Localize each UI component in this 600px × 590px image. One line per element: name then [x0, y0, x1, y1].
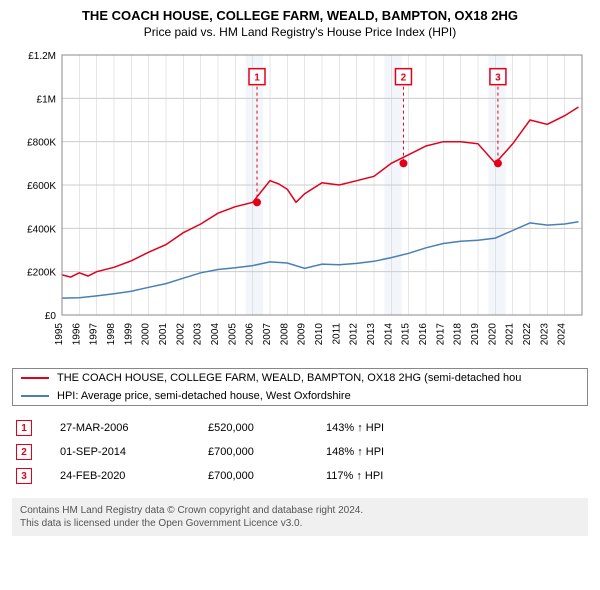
- sales-price: £700,000: [208, 470, 298, 482]
- legend-label: HPI: Average price, semi-detached house,…: [57, 390, 351, 402]
- marker-dot: [253, 198, 261, 206]
- y-axis-label: £600K: [27, 181, 56, 192]
- x-axis-label: 1995: [54, 323, 65, 346]
- sales-marker-badge: 3: [16, 468, 32, 484]
- legend-label: THE COACH HOUSE, COLLEGE FARM, WEALD, BA…: [57, 372, 521, 384]
- legend-swatch: [21, 377, 49, 379]
- x-axis-label: 2000: [141, 323, 152, 346]
- sales-marker-badge: 2: [16, 444, 32, 460]
- x-axis-label: 2018: [453, 323, 464, 346]
- x-axis-label: 2010: [314, 323, 325, 346]
- x-axis-label: 2003: [193, 323, 204, 346]
- footer-line2: This data is licensed under the Open Gov…: [20, 517, 580, 530]
- marker-number: 1: [254, 73, 260, 84]
- sales-price: £520,000: [208, 422, 298, 434]
- x-axis-label: 2007: [262, 323, 273, 346]
- x-axis-label: 2016: [418, 323, 429, 346]
- x-axis-label: 2009: [297, 323, 308, 346]
- marker-dot: [494, 159, 502, 167]
- legend: THE COACH HOUSE, COLLEGE FARM, WEALD, BA…: [12, 368, 588, 406]
- x-axis-label: 2001: [158, 323, 169, 346]
- sales-marker-badge: 1: [16, 420, 32, 436]
- x-axis-label: 2024: [557, 323, 568, 346]
- sales-date: 27-MAR-2006: [60, 422, 180, 434]
- y-axis-label: £1.2M: [28, 51, 56, 62]
- y-axis-label: £200K: [27, 268, 56, 279]
- x-axis-label: 1996: [71, 323, 82, 346]
- x-axis-label: 2017: [435, 323, 446, 346]
- sales-row: 1 27-MAR-2006 £520,000 143% ↑ HPI: [12, 416, 588, 440]
- x-axis-label: 2019: [470, 323, 481, 346]
- chart-svg: £0 £200K £400K £600K £800K £1M £1.2M 1995 1996 19…: [12, 45, 588, 355]
- sales-date: 01-SEP-2014: [60, 446, 180, 458]
- x-axis-label: 2023: [539, 323, 550, 346]
- chart-plot: £0 £200K £400K £600K £800K £1M £1.2M 1995 1996 19…: [12, 45, 588, 360]
- x-axis-label: 2013: [366, 323, 377, 346]
- footer-line1: Contains HM Land Registry data © Crown c…: [20, 504, 580, 517]
- x-axis-label: 2021: [505, 323, 516, 346]
- y-axis-label: £400K: [27, 224, 56, 235]
- footer-attribution: Contains HM Land Registry data © Crown c…: [12, 498, 588, 536]
- sales-date: 24-FEB-2020: [60, 470, 180, 482]
- marker-dot: [399, 159, 407, 167]
- x-axis-label: 2005: [227, 323, 238, 346]
- x-axis-label: 2004: [210, 323, 221, 346]
- x-axis-label: 2006: [245, 323, 256, 346]
- marker-number: 3: [495, 73, 501, 84]
- y-axis-label: £800K: [27, 138, 56, 149]
- x-axis-label: 1999: [123, 323, 134, 346]
- sales-row: 2 01-SEP-2014 £700,000 148% ↑ HPI: [12, 440, 588, 464]
- sales-hpi: 143% ↑ HPI: [326, 422, 426, 434]
- sales-price: £700,000: [208, 446, 298, 458]
- legend-swatch: [21, 395, 49, 397]
- x-axis-label: 2012: [349, 323, 360, 346]
- chart-title: THE COACH HOUSE, COLLEGE FARM, WEALD, BA…: [12, 8, 588, 23]
- sales-hpi: 117% ↑ HPI: [326, 470, 426, 482]
- x-axis-label: 2014: [383, 323, 394, 346]
- chart-subtitle: Price paid vs. HM Land Registry's House …: [12, 25, 588, 39]
- sales-hpi: 148% ↑ HPI: [326, 446, 426, 458]
- x-axis-label: 2020: [487, 323, 498, 346]
- x-axis-label: 2011: [331, 323, 342, 345]
- chart-container: THE COACH HOUSE, COLLEGE FARM, WEALD, BA…: [0, 0, 600, 546]
- x-axis-label: 2002: [175, 323, 186, 346]
- sales-row: 3 24-FEB-2020 £700,000 117% ↑ HPI: [12, 464, 588, 488]
- x-axis-label: 2015: [401, 323, 412, 346]
- y-axis-label: £1M: [37, 94, 56, 105]
- x-axis-label: 2022: [522, 323, 533, 346]
- x-axis-label: 2008: [279, 323, 290, 346]
- x-axis-label: 1997: [89, 323, 100, 346]
- sales-table: 1 27-MAR-2006 £520,000 143% ↑ HPI 2 01-SEP-20…: [12, 416, 588, 488]
- x-axis-label: 1998: [106, 323, 117, 346]
- legend-row: HPI: Average price, semi-detached house,…: [13, 387, 587, 405]
- y-axis-label: £0: [45, 311, 57, 322]
- legend-row: THE COACH HOUSE, COLLEGE FARM, WEALD, BA…: [13, 369, 587, 387]
- marker-number: 2: [401, 73, 407, 84]
